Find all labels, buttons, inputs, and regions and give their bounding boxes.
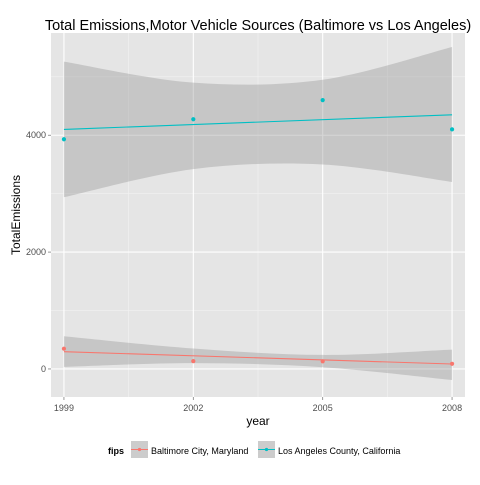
data-point-layer: [61, 98, 455, 366]
data-point-series-1: [449, 127, 455, 132]
x-axis-label: year: [246, 414, 269, 428]
axis-tick-layer: 1999 2002 2005 2008 0 2000 4000: [26, 130, 462, 413]
y-tick-label: 4000: [26, 130, 46, 140]
legend: fips Baltimore City, Maryland Los Angele…: [108, 441, 400, 458]
y-tick-label: 0: [41, 364, 46, 374]
chart-title: Total Emissions,Motor Vehicle Sources (B…: [45, 18, 471, 34]
x-tick-label: 1999: [54, 403, 74, 413]
data-point-series-0: [191, 359, 196, 364]
grid-layer: [51, 33, 465, 397]
data-point-series-1: [61, 137, 67, 142]
data-point-series-1: [191, 117, 196, 122]
x-tick-label: 2008: [442, 403, 462, 413]
x-tick-label: 2005: [313, 403, 333, 413]
legend-title: fips: [108, 446, 124, 456]
legend-label-los-angeles: Los Angeles County, California: [278, 446, 400, 456]
data-point-series-0: [61, 346, 67, 351]
legend-label-baltimore: Baltimore City, Maryland: [151, 446, 248, 456]
legend-key-los-angeles-point: [264, 447, 269, 452]
legend-key-baltimore-point: [137, 447, 142, 452]
trend-line-layer: [63, 114, 453, 365]
x-tick-label: 2002: [183, 403, 203, 413]
y-tick-label: 2000: [26, 247, 46, 257]
data-point-series-0: [320, 359, 325, 364]
trend-line-series-0: [63, 351, 453, 365]
y-axis-label: TotalEmissions: [9, 175, 23, 255]
trend-line-series-1: [63, 114, 453, 130]
data-point-series-1: [320, 98, 325, 103]
data-point-series-0: [449, 361, 455, 366]
